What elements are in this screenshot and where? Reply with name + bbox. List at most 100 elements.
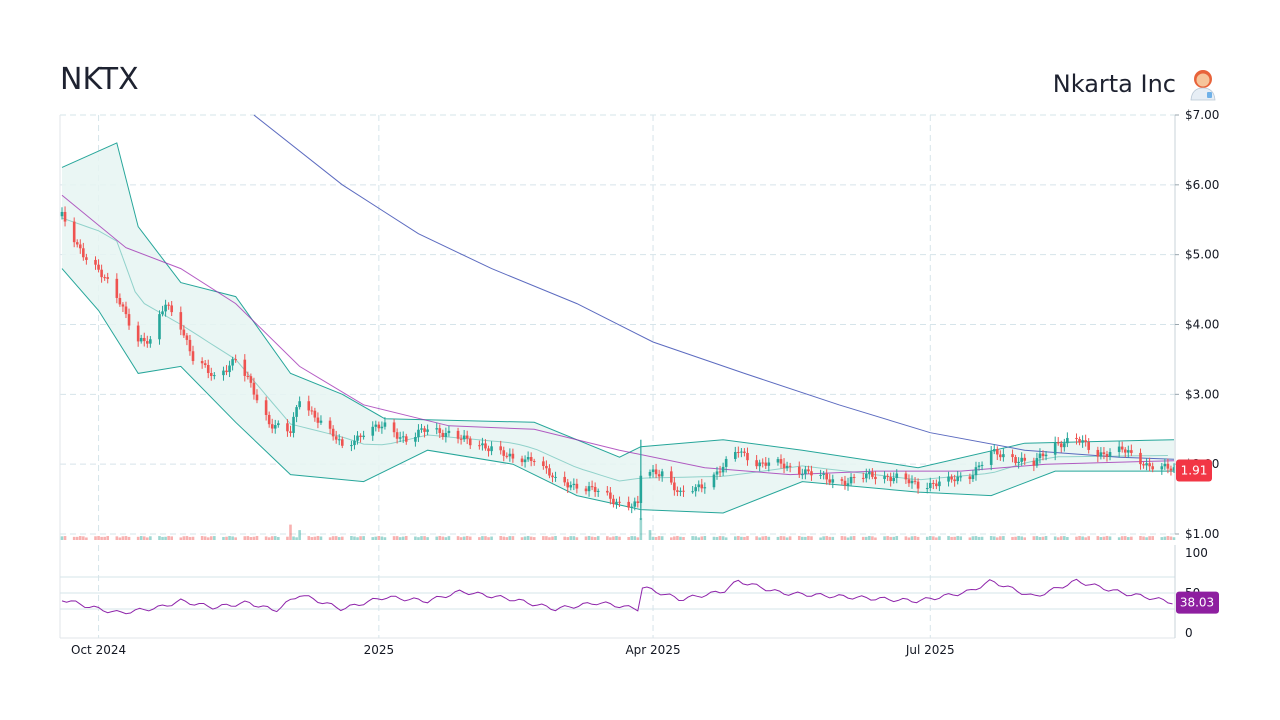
candle-body bbox=[883, 476, 886, 480]
candle-body bbox=[657, 474, 661, 477]
candle-body bbox=[892, 477, 896, 482]
candle-body bbox=[1020, 457, 1023, 462]
rsi-value-tag: 38.03 bbox=[1176, 591, 1219, 614]
candle-body bbox=[362, 435, 365, 437]
volume-bar bbox=[191, 536, 195, 540]
candle-body bbox=[682, 490, 685, 492]
volume-bar bbox=[1084, 537, 1087, 540]
volume-bar bbox=[1130, 536, 1133, 540]
volume-bar bbox=[420, 536, 423, 540]
volume-bar bbox=[161, 536, 164, 540]
volume-bar bbox=[72, 536, 76, 540]
volume-bar bbox=[886, 536, 889, 540]
volume-bar bbox=[124, 536, 128, 540]
candle-body bbox=[584, 488, 588, 492]
candle-body bbox=[959, 476, 963, 478]
candle-body bbox=[228, 365, 231, 373]
candle-body bbox=[801, 474, 804, 476]
candle-body bbox=[618, 501, 621, 503]
volume-bar bbox=[584, 536, 588, 540]
candle-body bbox=[852, 476, 856, 478]
candle-body bbox=[733, 451, 737, 459]
candle-body bbox=[871, 471, 874, 477]
candle-body bbox=[1059, 443, 1063, 448]
candle-body bbox=[444, 432, 448, 437]
volume-bars bbox=[60, 518, 1176, 540]
price-tick-label: $7.00 bbox=[1185, 108, 1219, 122]
volume-bar bbox=[615, 536, 618, 540]
candle-body bbox=[340, 439, 344, 446]
volume-bar bbox=[1105, 536, 1109, 540]
volume-bar bbox=[164, 536, 167, 540]
price-tick-label: $5.00 bbox=[1185, 248, 1219, 262]
volume-bar bbox=[313, 536, 317, 540]
volume-bar bbox=[1035, 536, 1039, 540]
candle-body bbox=[755, 460, 758, 467]
candle-body bbox=[523, 459, 527, 463]
rsi-line bbox=[61, 578, 1173, 615]
volume-bar bbox=[292, 536, 295, 540]
volume-bar bbox=[97, 536, 100, 540]
candle-body bbox=[462, 435, 466, 440]
candle-body bbox=[203, 363, 207, 366]
last-price-tag: 1.91 bbox=[1176, 459, 1212, 482]
volume-bar bbox=[737, 536, 740, 540]
volume-bar bbox=[277, 537, 280, 540]
volume-bar bbox=[1002, 536, 1005, 540]
candle-body bbox=[956, 476, 959, 482]
candle-body bbox=[971, 475, 975, 480]
candle-body bbox=[925, 488, 929, 490]
candle-body bbox=[703, 487, 707, 489]
candle-body bbox=[1105, 454, 1109, 457]
sma-long-line bbox=[253, 114, 1175, 460]
volume-bar bbox=[758, 537, 761, 540]
volume-bar bbox=[63, 536, 67, 540]
volume-bar bbox=[679, 536, 682, 540]
candle-body bbox=[1053, 442, 1057, 455]
volume-bar bbox=[871, 536, 874, 540]
candle-body bbox=[545, 465, 548, 469]
candle-body bbox=[907, 479, 911, 484]
candle-body bbox=[1014, 457, 1017, 464]
candle-body bbox=[916, 481, 920, 489]
candle-body bbox=[596, 490, 600, 492]
candle-body bbox=[286, 423, 289, 432]
volume-bar bbox=[115, 536, 119, 540]
candle-body bbox=[1163, 463, 1167, 467]
candle-body bbox=[456, 430, 460, 439]
candle-body bbox=[743, 451, 746, 453]
volume-bar bbox=[505, 537, 509, 540]
volume-bar bbox=[523, 536, 527, 540]
volume-bar bbox=[913, 536, 917, 540]
candle-body bbox=[188, 339, 192, 352]
candle-body bbox=[831, 479, 835, 483]
candle-body bbox=[200, 361, 204, 364]
candle-body bbox=[118, 297, 122, 305]
volume-bar bbox=[980, 536, 984, 540]
volume-bar bbox=[149, 536, 152, 540]
candle-body bbox=[822, 473, 825, 475]
candle-body bbox=[746, 452, 749, 461]
volume-bar bbox=[417, 537, 420, 540]
candle-body bbox=[1011, 454, 1014, 458]
volume-bar bbox=[575, 537, 579, 540]
candle-body bbox=[1066, 437, 1069, 444]
candle-body bbox=[124, 306, 128, 315]
candle-body bbox=[85, 257, 88, 260]
scientist-emoji-icon bbox=[1190, 70, 1216, 101]
volume-bar bbox=[1163, 536, 1167, 540]
volume-bar bbox=[1041, 536, 1045, 540]
volume-bar bbox=[456, 536, 460, 540]
volume-bar bbox=[587, 536, 591, 540]
rsi-tag-background bbox=[1176, 591, 1219, 614]
candle-body bbox=[465, 435, 469, 439]
candle-body bbox=[627, 501, 630, 508]
volume-bar bbox=[401, 536, 405, 540]
volume-bar bbox=[267, 537, 271, 540]
volume-bar bbox=[234, 537, 237, 540]
volume-bar bbox=[1108, 536, 1112, 540]
candle-body bbox=[243, 359, 247, 376]
volume-bar bbox=[1142, 536, 1145, 540]
candle-body bbox=[840, 479, 844, 481]
volume-bar bbox=[566, 537, 570, 540]
